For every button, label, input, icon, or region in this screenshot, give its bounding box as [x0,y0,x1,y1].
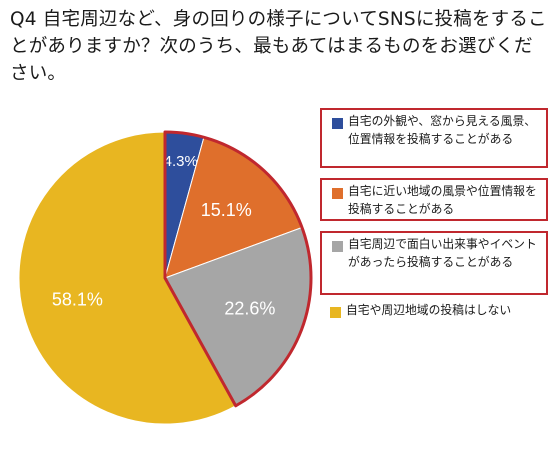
data-label-2: 15.1% [201,200,252,220]
question-title: Q4 自宅周辺など、身の回りの様子についてSNSに投稿をすることがありますか？次… [10,9,547,84]
legend-swatch [330,307,341,318]
pie-slice-4 [18,131,237,425]
legend-item-3: 自宅周辺で面白い出来事やイベントがあったら投稿することがある [320,231,548,295]
legend-swatch [332,188,343,199]
highlight-outline [163,130,313,408]
legend-item-1: 自宅の外観や、窓から見える風景、位置情報を投稿することがある [320,108,548,168]
legend-item-4: 自宅や周辺地域の投稿はしない [320,299,548,333]
data-label-3: 22.6% [224,298,275,318]
legend-label: 自宅周辺で面白い出来事やイベントがあったら投稿することがある [348,237,537,269]
legend-label: 自宅に近い地域の風景や位置情報を投稿することがある [348,184,537,216]
legend-swatch [332,241,343,252]
legend-swatch [332,118,343,129]
data-label-4: 58.1% [52,289,103,309]
legend-item-2: 自宅に近い地域の風景や位置情報を投稿することがある [320,178,548,221]
legend-label: 自宅や周辺地域の投稿はしない [346,303,512,317]
data-label-1: 4.3% [164,153,198,170]
legend-label: 自宅の外観や、窓から見える風景、位置情報を投稿することがある [348,114,537,146]
